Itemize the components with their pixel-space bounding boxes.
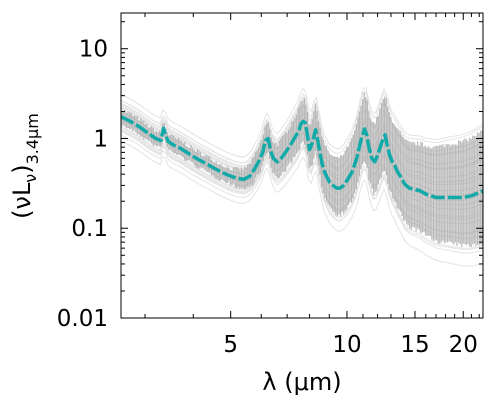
x-tick-label: 10 — [332, 332, 361, 358]
x-tick-label: 5 — [223, 332, 238, 358]
x-tick-label: 15 — [400, 332, 429, 358]
y-axis-label-sub-nu: ν — [21, 174, 40, 183]
y-tick-label: 0.01 — [57, 306, 108, 332]
y-tick-label: 1 — [93, 126, 108, 152]
faint-sed-line — [120, 86, 484, 158]
mean-spectrum-layer — [120, 115, 484, 200]
y-tick-label: 0.1 — [71, 216, 108, 242]
x-tick-label: 20 — [449, 332, 478, 358]
mean-spectrum-line — [120, 115, 484, 200]
faint-sed-line — [120, 91, 484, 164]
x-ticks: 5 10 15 20 — [144, 13, 480, 358]
y-axis-label: (νLν)3.4μm — [8, 113, 42, 219]
y-tick-label: 10 — [79, 37, 108, 63]
faint-sed-line — [120, 129, 484, 249]
faint-sed-line — [120, 134, 484, 251]
y-axis-label-main: (νL — [8, 182, 36, 219]
y-ticks: 0.01 0.1 1 10 — [57, 21, 483, 332]
faint-sed-line — [120, 131, 484, 254]
y-axis-label-close: ) — [8, 164, 36, 173]
faint-sed-line — [120, 140, 484, 267]
x-axis-label: λ (μm) — [262, 368, 341, 396]
y-axis-label-sub: 3.4μm — [23, 113, 42, 164]
